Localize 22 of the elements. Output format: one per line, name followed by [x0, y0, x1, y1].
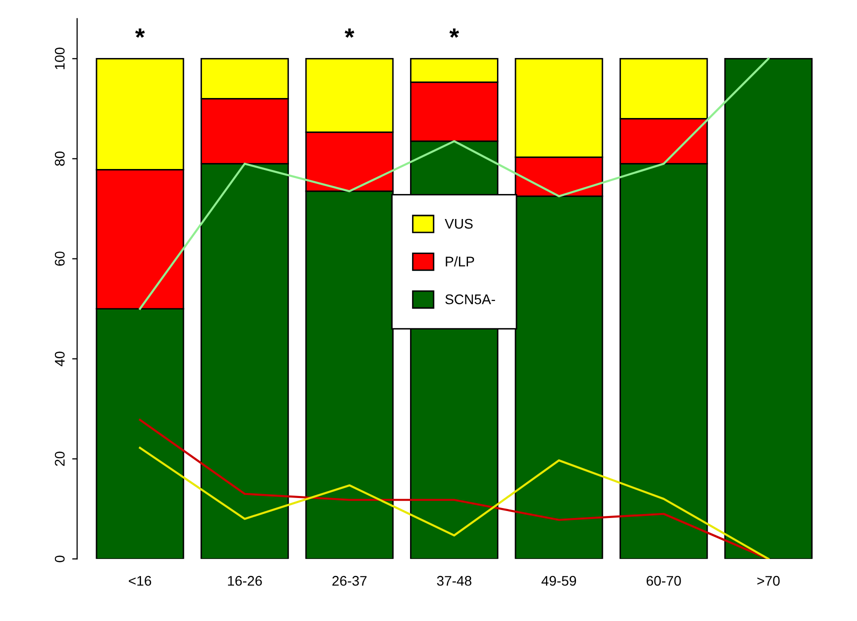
annotation: *: [449, 28, 460, 38]
y-tick-label: 20: [54, 452, 65, 466]
y-tick-label: 40: [54, 352, 65, 366]
x-tick-label: 37-48: [436, 576, 472, 586]
bar: [724, 58, 813, 559]
x-tick-label: <16: [128, 576, 152, 586]
y-tick-label: 100: [54, 48, 65, 70]
line-series: [138, 446, 770, 559]
x-tick-label: 26-37: [332, 576, 367, 586]
y-tick-label: 60: [54, 252, 65, 266]
legend-label: VUS: [444, 218, 473, 229]
x-tick-label: 49-59: [542, 576, 576, 586]
y-tick-label: 0: [54, 556, 65, 562]
legend-label: SCN5A-: [445, 294, 496, 304]
annotation: *: [135, 28, 145, 38]
x-tick-label: 16-26: [228, 576, 262, 586]
line-series: [138, 58, 770, 310]
x-tick-label: >70: [757, 576, 780, 586]
legend-label: P/LP: [446, 256, 474, 266]
annotation: *: [344, 28, 354, 38]
x-tick-label: 60-70: [646, 576, 681, 586]
y-tick-label: 80: [54, 152, 65, 166]
